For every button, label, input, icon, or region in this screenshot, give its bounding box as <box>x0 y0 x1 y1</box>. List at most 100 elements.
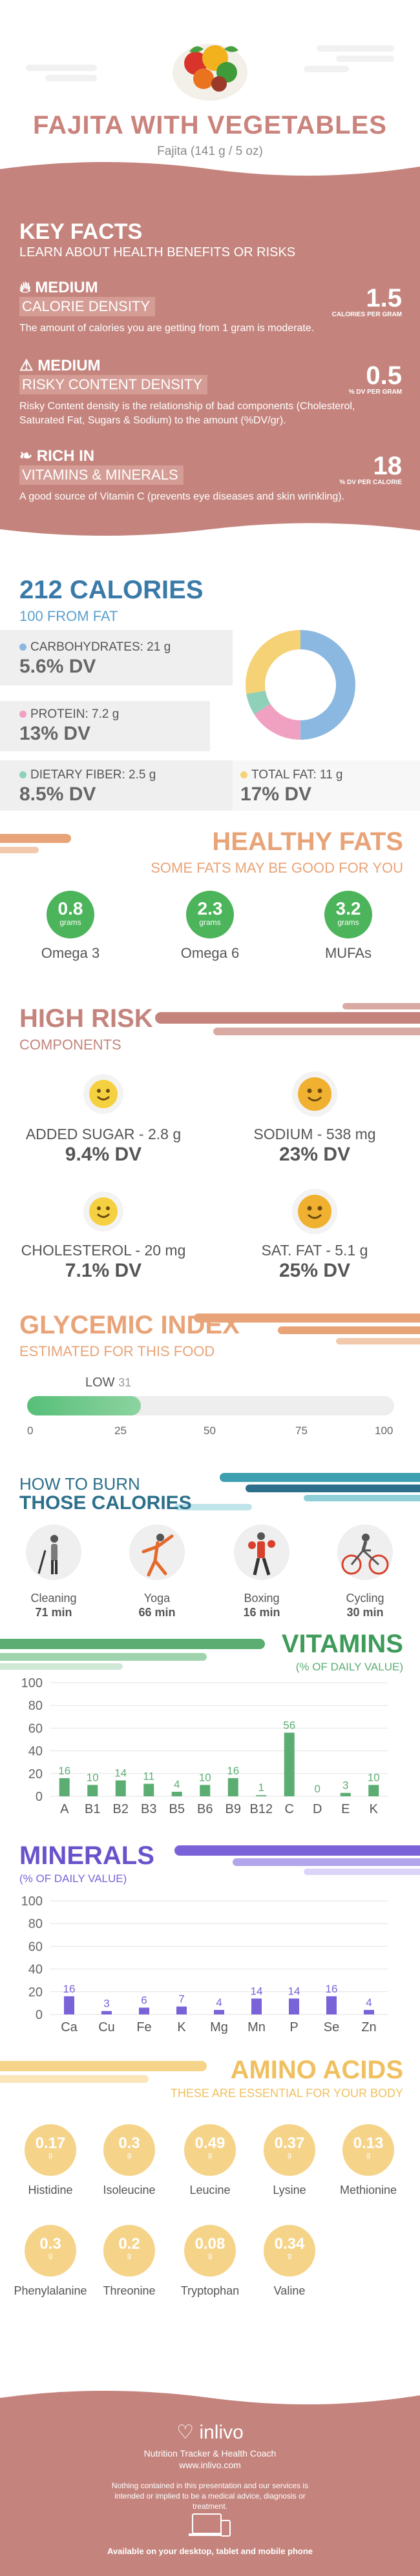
nutrient-dv: 17% DV <box>240 784 312 805</box>
bar <box>101 2011 112 2014</box>
fact-level: MEDIUM <box>37 357 101 374</box>
mufas-badge: 3.2 grams <box>324 891 372 938</box>
x-tick-label: B12 <box>249 1802 273 1816</box>
wave-divider <box>0 523 420 542</box>
footer-url[interactable]: www.inlivo.com <box>179 2460 241 2470</box>
leaf-icon: ❧ <box>19 447 33 465</box>
healthy-fats-title: HEALTHY FATS <box>212 827 403 856</box>
x-tick-label: Mg <box>210 2020 228 2034</box>
x-tick-label: B5 <box>169 1802 185 1816</box>
bar-value-label: 16 <box>227 1765 239 1777</box>
fact-level: RICH IN <box>36 447 95 465</box>
fact-unit: % DV PER GRAM <box>348 389 402 396</box>
methionine-label: Methionine <box>339 2184 397 2196</box>
wave-divider <box>0 2391 420 2417</box>
flame-icon: 🔥︎ <box>19 279 31 296</box>
threonine-badge: 0.2 g <box>103 2225 155 2277</box>
key-facts-title: KEY FACTS <box>19 219 143 244</box>
y-tick-label: 60 <box>28 1940 43 1954</box>
y-tick-label: 60 <box>28 1721 43 1736</box>
tryptophan-badge: 0.08 g <box>184 2225 236 2277</box>
nutrient-carbohydrates: CARBOHYDRATES: 21 g 5.6% DV <box>19 640 171 677</box>
activity-minutes: 71 min <box>35 1606 72 1619</box>
x-tick-label: E <box>341 1802 350 1816</box>
high-risk-section: HIGH RISK COMPONENTS ADDED SUGAR - 2.8 g… <box>0 1000 420 1307</box>
phenylalanine-badge: 0.3 g <box>25 2225 76 2277</box>
fat-dot-icon <box>240 771 247 779</box>
fact-level: MEDIUM <box>35 279 98 296</box>
burn-calories-section: HOW TO BURN THOSE CALORIES Cleaning 71 m… <box>0 1459 420 1630</box>
mufas-label: MUFAs <box>324 945 372 961</box>
x-tick-label: Fe <box>136 2020 151 2034</box>
activity-name: Boxing <box>244 1592 280 1605</box>
glycemic-subtitle: ESTIMATED FOR THIS FOOD <box>19 1343 215 1359</box>
cholesterol-dv: 7.1% DV <box>65 1260 142 1281</box>
footer-tagline: Nutrition Tracker & Health Coach <box>143 2448 277 2459</box>
histidine-label: Histidine <box>28 2184 73 2196</box>
fact-unit: % DV PER CALORIE <box>339 479 402 486</box>
cleaning-icon <box>26 1525 81 1580</box>
y-tick-label: 80 <box>28 1699 43 1713</box>
nutrient-dv: 5.6% DV <box>19 656 96 677</box>
glycemic-fill <box>27 1396 142 1415</box>
nutrient-total-fat: TOTAL FAT: 11 g 17% DV <box>240 768 343 805</box>
y-tick-label: 20 <box>28 1767 43 1781</box>
fact-value: 0.5 <box>366 361 402 390</box>
fact-label: CALORIE DENSITY <box>19 297 156 316</box>
amino-subtitle: THESE ARE ESSENTIAL FOR YOUR BODY <box>170 2087 403 2100</box>
lysine-badge: 0.37 g <box>264 2124 315 2176</box>
y-tick-label: 0 <box>36 2008 43 2022</box>
activity-name: Cycling <box>346 1592 384 1605</box>
glycemic-track <box>27 1396 394 1415</box>
bar-value-label: 56 <box>283 1719 295 1731</box>
bar-value-label: 7 <box>178 1993 184 2005</box>
activity-minutes: 16 min <box>243 1606 280 1619</box>
decorative-stripes <box>174 1845 420 1875</box>
x-tick-label: K <box>370 1802 379 1816</box>
devices-icon <box>189 2513 231 2537</box>
page-title: FAJITA WITH VEGETABLES <box>33 111 387 139</box>
boxing-icon <box>234 1525 289 1580</box>
calories-subtitle: 100 FROM FAT <box>19 608 118 624</box>
minerals-section: MINERALS (% OF DAILY VALUE) 0 20 40 60 80 100… <box>0 1830 420 2056</box>
decorative-clouds <box>0 45 420 194</box>
omega3-label: Omega 3 <box>41 945 100 961</box>
amino-acids-section: AMINO ACIDS THESE ARE ESSENTIAL FOR YOUR… <box>0 2056 420 2417</box>
x-tick-label: Mn <box>247 2020 266 2034</box>
bar-value-label: 14 <box>114 1767 127 1779</box>
bar-value-label: 16 <box>63 1983 76 1995</box>
x-tick-label: Ca <box>61 2020 78 2034</box>
omega3-badge: 0.8 grams <box>47 891 94 938</box>
leucine-label: Leucine <box>189 2184 231 2196</box>
bar <box>87 1785 98 1796</box>
x-tick-label: D <box>313 1802 322 1816</box>
bar <box>340 1792 351 1796</box>
bar-value-label: 10 <box>199 1771 211 1783</box>
nutrient-protein: PROTEIN: 7.2 g 13% DV <box>19 707 120 744</box>
bar <box>200 1785 211 1796</box>
fact-description: Risky Content density is the relationshi… <box>19 401 355 426</box>
added-sugar-smiley-icon <box>83 1074 123 1114</box>
glycemic-title: GLYCEMIC INDEX <box>19 1311 240 1339</box>
fiber-dot-icon <box>19 771 26 779</box>
decorative-stripes <box>0 834 71 853</box>
sat-fat-label: SAT. FAT - 5.1 g <box>261 1242 368 1259</box>
glycemic-level: LOW <box>85 1375 115 1390</box>
y-tick-label: 20 <box>28 1985 43 2000</box>
vitamins-title: VITAMINS <box>281 1630 403 1658</box>
x-tick-label: B1 <box>85 1802 100 1816</box>
bar <box>284 1732 295 1796</box>
bar <box>326 1996 337 2014</box>
added-sugar-label: ADDED SUGAR - 2.8 g <box>25 1126 182 1142</box>
fact-label: RISKY CONTENT DENSITY <box>19 375 208 394</box>
fact-description: A good source of Vitamin C (prevents eye… <box>19 491 345 502</box>
decorative-stripes <box>0 2061 207 2083</box>
bar-value-label: 4 <box>366 1996 372 2009</box>
bar-value-label: 1 <box>258 1781 264 1794</box>
cholesterol-label: CHOLESTEROL - 20 mg <box>21 1242 186 1259</box>
bar-value-label: 0 <box>315 1783 320 1795</box>
x-tick-label: C <box>285 1802 294 1816</box>
bar-value-label: 11 <box>143 1770 154 1783</box>
fact-risky-content: ⚠ MEDIUM RISKY CONTENT DENSITY 0.5 % DV … <box>19 356 402 428</box>
x-tick-label: B2 <box>113 1802 129 1816</box>
